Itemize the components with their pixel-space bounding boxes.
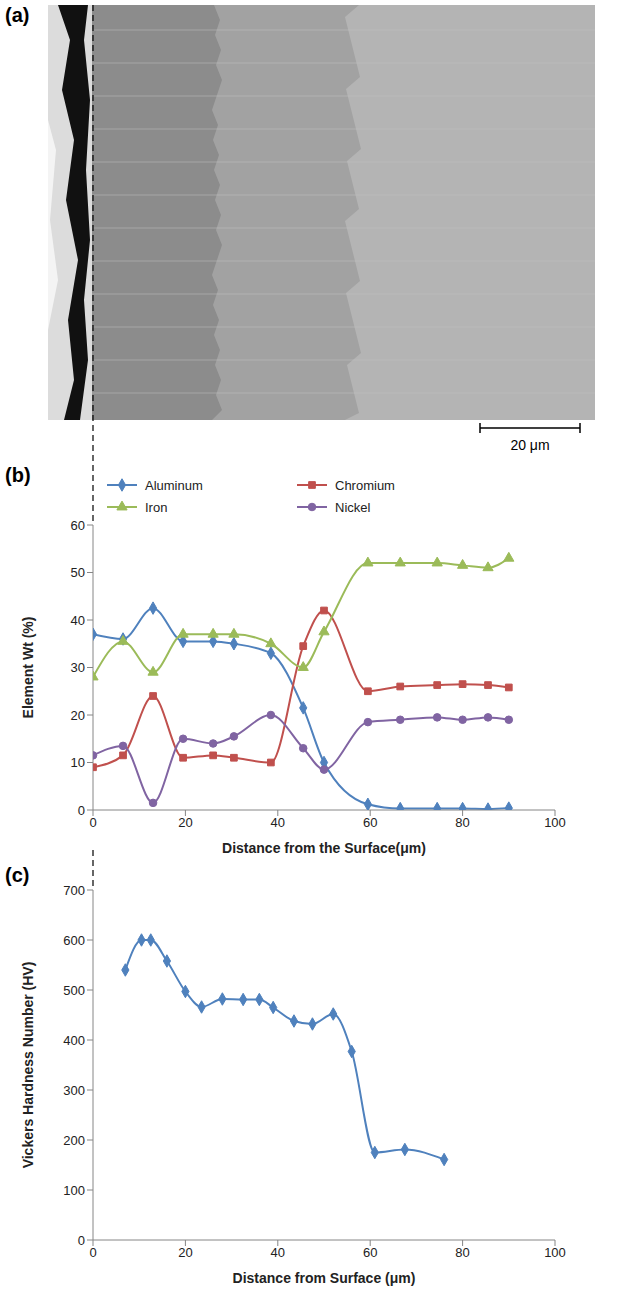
svg-text:300: 300	[63, 1083, 85, 1098]
svg-text:20: 20	[178, 1245, 192, 1260]
svg-text:500: 500	[63, 983, 85, 998]
svg-text:100: 100	[63, 1183, 85, 1198]
svg-text:Distance from the Surface(μm): Distance from the Surface(μm)	[222, 840, 426, 856]
html-text:(a): (a)	[5, 4, 30, 26]
svg-text:50: 50	[71, 565, 85, 580]
html-text:(b): (b)	[5, 464, 31, 486]
svg-text:Element Wt (%): Element Wt (%)	[20, 617, 36, 719]
svg-text:10: 10	[71, 755, 85, 770]
svg-text:40: 40	[271, 1245, 285, 1260]
svg-text:80: 80	[455, 1245, 469, 1260]
svg-text:20: 20	[178, 815, 192, 830]
html-text:Aluminum: Aluminum	[145, 477, 203, 493]
svg-text:20: 20	[71, 708, 85, 723]
html-text:(c): (c)	[5, 864, 30, 886]
svg-text:0: 0	[89, 815, 96, 830]
svg-text:100: 100	[544, 1245, 566, 1260]
svg-text:60: 60	[71, 518, 85, 533]
html-text:Chromium: Chromium	[335, 477, 395, 493]
svg-text:0: 0	[89, 1245, 96, 1260]
svg-text:20 μm: 20 μm	[510, 437, 549, 453]
svg-text:0: 0	[78, 803, 85, 818]
svg-text:40: 40	[271, 815, 285, 830]
svg-text:0: 0	[78, 1233, 85, 1248]
html-text:Nickel: Nickel	[335, 499, 371, 515]
svg-text:60: 60	[363, 1245, 377, 1260]
svg-text:600: 600	[63, 933, 85, 948]
svg-text:700: 700	[63, 883, 85, 898]
html-text:Iron: Iron	[145, 499, 168, 515]
svg-text:Vickers Hardness Number (HV): Vickers Hardness Number (HV)	[20, 962, 36, 1169]
svg-text:100: 100	[544, 815, 566, 830]
svg-text:80: 80	[455, 815, 469, 830]
svg-text:Distance from Surface (μm): Distance from Surface (μm)	[233, 1270, 416, 1286]
svg-text:200: 200	[63, 1133, 85, 1148]
svg-text:400: 400	[63, 1033, 85, 1048]
svg-text:30: 30	[71, 660, 85, 675]
svg-text:60: 60	[363, 815, 377, 830]
svg-text:40: 40	[71, 613, 85, 628]
